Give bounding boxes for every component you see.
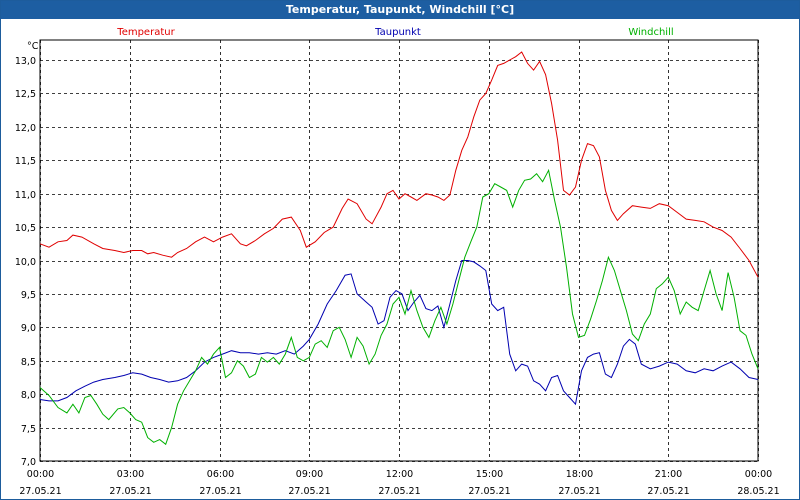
- x-tick-time: 00:00: [745, 469, 772, 480]
- series-line-windchill: [39, 168, 759, 446]
- x-tick-time: 21:00: [655, 469, 682, 480]
- x-tick-time: 00:00: [27, 469, 54, 480]
- x-tick-date: 27.05.21: [19, 486, 61, 497]
- series-line-taupunkt: [39, 260, 759, 406]
- plot-area: [39, 39, 759, 462]
- y-tick-label: 8,0: [21, 390, 36, 401]
- legend-temperatur: Temperatur: [116, 27, 175, 38]
- x-tick-time: 06:00: [207, 469, 234, 480]
- x-tick-date: 28.05.21: [737, 486, 779, 497]
- y-axis-label: °C: [27, 41, 39, 52]
- y-tick-label: 7,5: [21, 424, 36, 435]
- x-tick-time: 12:00: [386, 469, 413, 480]
- y-tick-label: 10,0: [15, 257, 36, 268]
- y-tick-label: 11,5: [15, 156, 36, 167]
- y-tick-label: 13,0: [15, 56, 36, 67]
- x-tick-date: 27.05.21: [468, 486, 510, 497]
- x-tick-time: 18:00: [566, 469, 593, 480]
- x-tick-date: 27.05.21: [647, 486, 689, 497]
- x-tick-date: 27.05.21: [199, 486, 241, 497]
- y-tick-label: 9,0: [21, 323, 36, 334]
- x-tick-date: 27.05.21: [109, 486, 151, 497]
- y-tick-label: 8,5: [21, 357, 36, 368]
- x-tick-time: 03:00: [117, 469, 144, 480]
- legend-windchill: Windchill: [628, 27, 673, 38]
- y-tick-label: 11,0: [15, 190, 36, 201]
- legend-taupunkt: Taupunkt: [374, 27, 421, 38]
- x-tick-date: 27.05.21: [288, 486, 330, 497]
- x-tick-time: 09:00: [296, 469, 323, 480]
- x-tick-time: 15:00: [476, 469, 503, 480]
- y-tick-label: 7,0: [21, 457, 36, 468]
- chart-title: Temperatur, Taupunkt, Windchill [°C]: [1, 1, 799, 19]
- y-tick-label: 12,5: [15, 89, 36, 100]
- y-tick-label: 12,0: [15, 123, 36, 134]
- x-tick-date: 27.05.21: [558, 486, 600, 497]
- y-tick-label: 9,5: [21, 290, 36, 301]
- series-line-temperatur: [39, 51, 759, 278]
- y-tick-label: 10,5: [15, 223, 36, 234]
- x-tick-date: 27.05.21: [378, 486, 420, 497]
